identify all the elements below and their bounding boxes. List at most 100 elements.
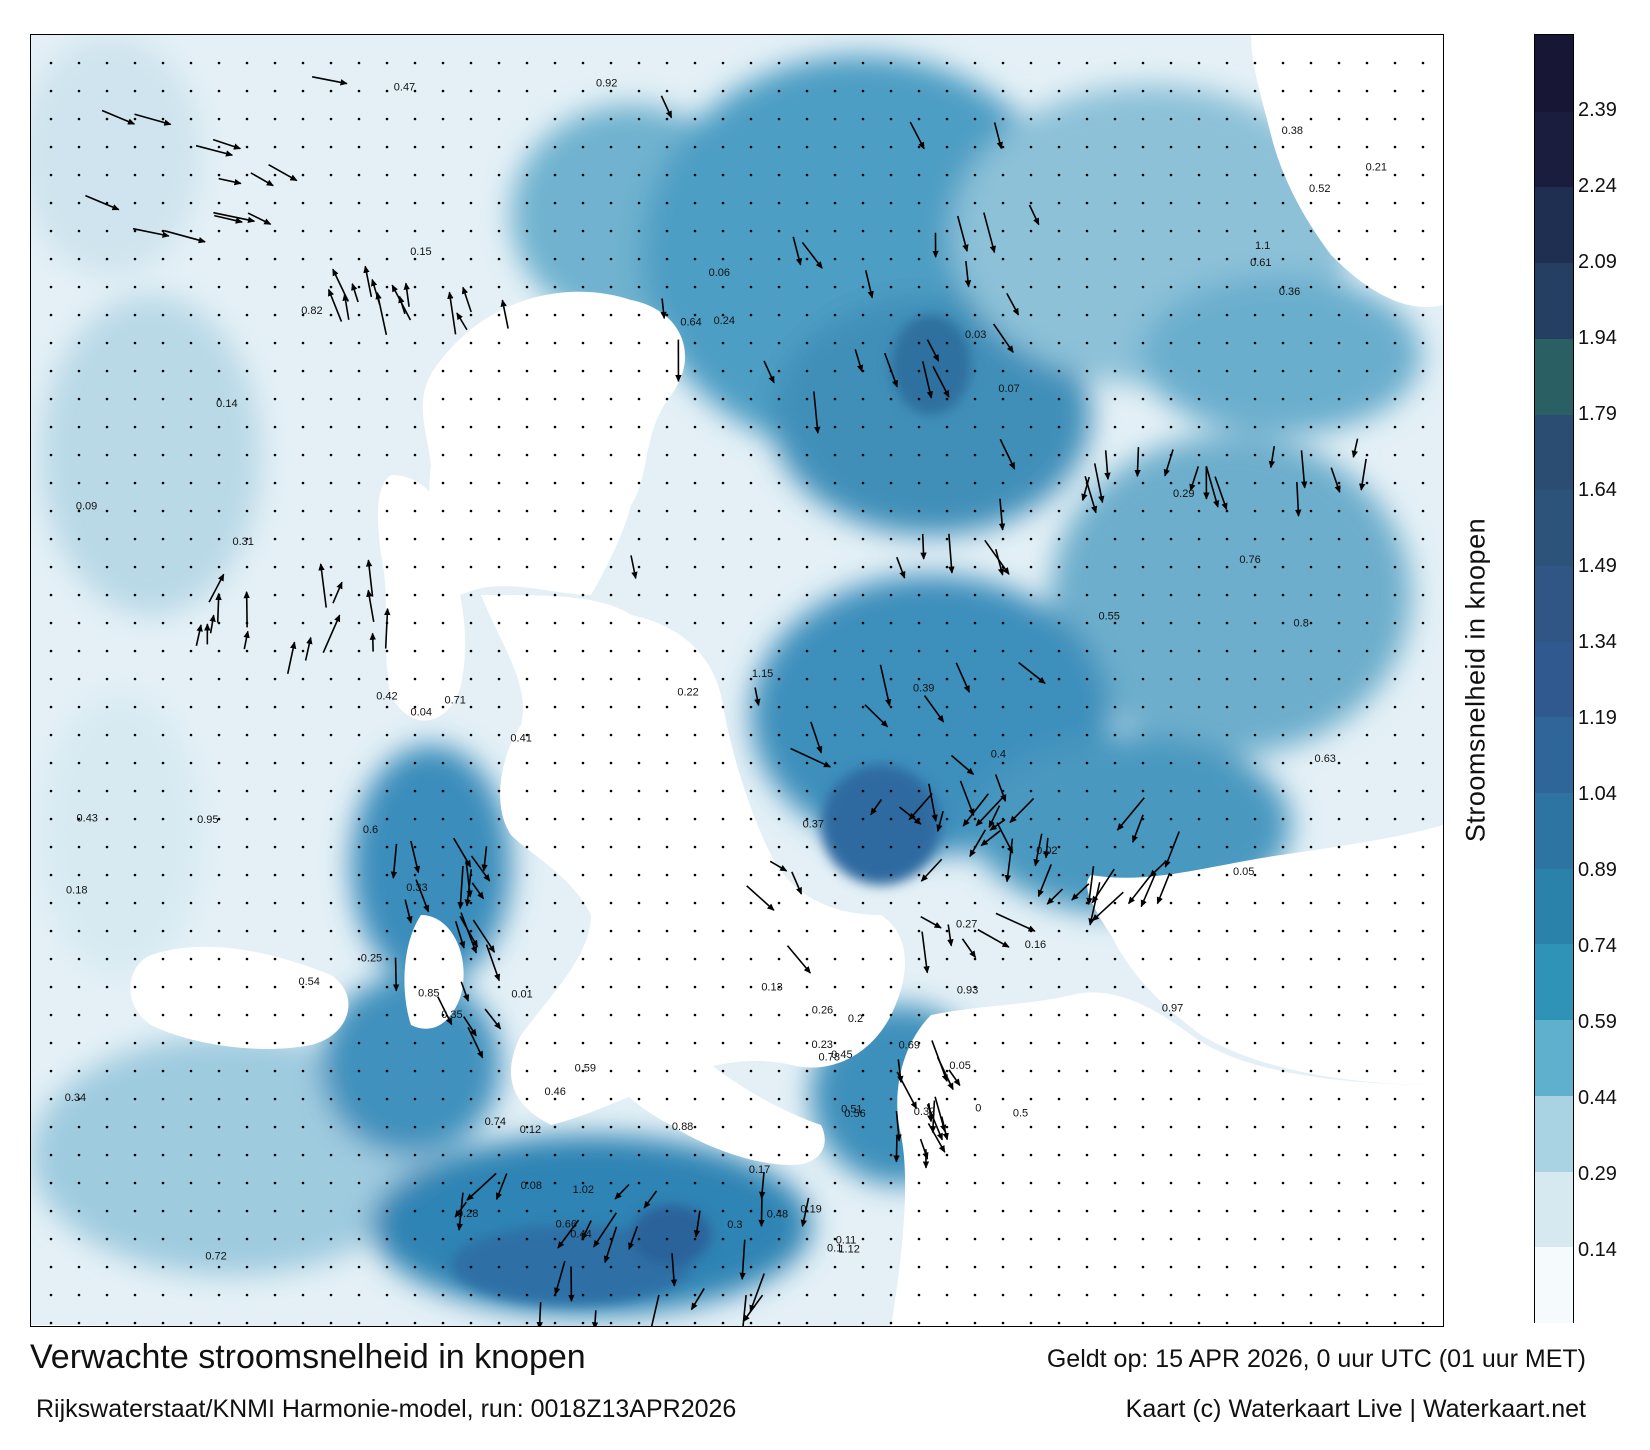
- grid-dot: [1365, 481, 1369, 485]
- grid-dot: [1169, 1153, 1173, 1157]
- grid-dot: [385, 1153, 389, 1157]
- grid-dot: [1113, 1097, 1117, 1101]
- grid-dot: [1029, 313, 1033, 317]
- grid-dot: [413, 313, 417, 317]
- grid-dot: [1141, 201, 1145, 205]
- grid-dot: [385, 929, 389, 933]
- grid-dot: [357, 845, 361, 849]
- grid-dot: [49, 1181, 53, 1185]
- grid-dot: [889, 1125, 893, 1129]
- grid-dot: [1421, 705, 1425, 709]
- grid-dot: [441, 985, 445, 989]
- grid-dot: [133, 341, 137, 345]
- grid-dot: [581, 901, 585, 905]
- grid-dot: [245, 1097, 249, 1101]
- grid-dot: [805, 677, 809, 681]
- grid-dot: [805, 1097, 809, 1101]
- grid-dot: [1169, 313, 1173, 317]
- grid-dot: [1085, 173, 1089, 177]
- grid-dot: [189, 1125, 193, 1129]
- colorbar-band: [1535, 186, 1573, 264]
- current-arrow: [214, 214, 243, 224]
- grid-dot: [609, 1097, 613, 1101]
- grid-dot: [105, 789, 109, 793]
- grid-dot: [441, 1097, 445, 1101]
- grid-dot: [385, 1265, 389, 1269]
- grid-dot: [329, 957, 333, 961]
- grid-dot: [889, 761, 893, 765]
- grid-dot: [77, 565, 81, 569]
- grid-dot: [217, 957, 221, 961]
- grid-dot: [581, 845, 585, 849]
- grid-dot: [525, 1265, 529, 1269]
- grid-dot: [245, 341, 249, 345]
- grid-dot: [917, 1013, 921, 1017]
- grid-dot: [749, 1237, 753, 1241]
- grid-dot: [1421, 229, 1425, 233]
- grid-dot: [469, 1181, 473, 1185]
- grid-dot: [749, 1181, 753, 1185]
- grid-dot: [665, 621, 669, 625]
- grid-dot: [525, 957, 529, 961]
- current-arrow: [813, 391, 821, 435]
- grid-dot: [777, 537, 781, 541]
- grid-dot: [273, 1181, 277, 1185]
- grid-dot: [637, 145, 641, 149]
- grid-dot: [329, 789, 333, 793]
- grid-dot: [749, 257, 753, 261]
- grid-dot: [609, 509, 613, 513]
- grid-dot: [469, 229, 473, 233]
- grid-dot: [245, 537, 249, 541]
- grid-dot: [665, 173, 669, 177]
- grid-dot: [861, 1153, 865, 1157]
- grid-dot: [469, 537, 473, 541]
- grid-dot: [1001, 985, 1005, 989]
- grid-dot: [1309, 901, 1313, 905]
- grid-dot: [777, 453, 781, 457]
- grid-dot: [273, 425, 277, 429]
- grid-dot: [385, 1321, 389, 1325]
- current-arrow: [742, 1294, 764, 1323]
- grid-dot: [973, 789, 977, 793]
- grid-dot: [77, 1125, 81, 1129]
- grid-dot: [217, 1321, 221, 1325]
- grid-dot: [133, 369, 137, 373]
- grid-dot: [133, 733, 137, 737]
- grid-dot: [1169, 1321, 1173, 1325]
- grid-dot: [553, 789, 557, 793]
- grid-dot: [805, 1321, 809, 1325]
- grid-dot: [385, 985, 389, 989]
- current-arrow: [964, 261, 972, 288]
- grid-dot: [1085, 229, 1089, 233]
- grid-dot: [77, 789, 81, 793]
- grid-dot: [1197, 341, 1201, 345]
- grid-dot: [1057, 565, 1061, 569]
- grid-dot: [385, 89, 389, 93]
- grid-dot: [889, 173, 893, 177]
- grid-dot: [1057, 229, 1061, 233]
- grid-dot: [49, 257, 53, 261]
- grid-dot: [1197, 397, 1201, 401]
- grid-dot: [525, 201, 529, 205]
- grid-dot: [917, 733, 921, 737]
- grid-dot: [581, 313, 585, 317]
- grid-dot: [1029, 61, 1033, 65]
- grid-dot: [609, 1041, 613, 1045]
- grid-dot: [413, 61, 417, 65]
- grid-dot: [49, 1097, 53, 1101]
- grid-dot: [217, 257, 221, 261]
- grid-dot: [1225, 1153, 1229, 1157]
- current-arrow: [460, 912, 477, 954]
- grid-dot: [1281, 677, 1285, 681]
- grid-dot: [693, 817, 697, 821]
- current-arrow: [893, 1135, 900, 1163]
- grid-dot: [49, 1125, 53, 1129]
- grid-dot: [1225, 397, 1229, 401]
- grid-dot: [1169, 593, 1173, 597]
- current-speed-map[interactable]: 0.15 0.07 0.13 0.12 0.11 0.2 0.14 0.06 0.05 0.08 0…: [30, 34, 1444, 1327]
- current-arrow: [1134, 447, 1141, 478]
- grid-dot: [693, 733, 697, 737]
- grid-dot: [1393, 117, 1397, 121]
- grid-dot: [749, 621, 753, 625]
- grid-dot: [1337, 957, 1341, 961]
